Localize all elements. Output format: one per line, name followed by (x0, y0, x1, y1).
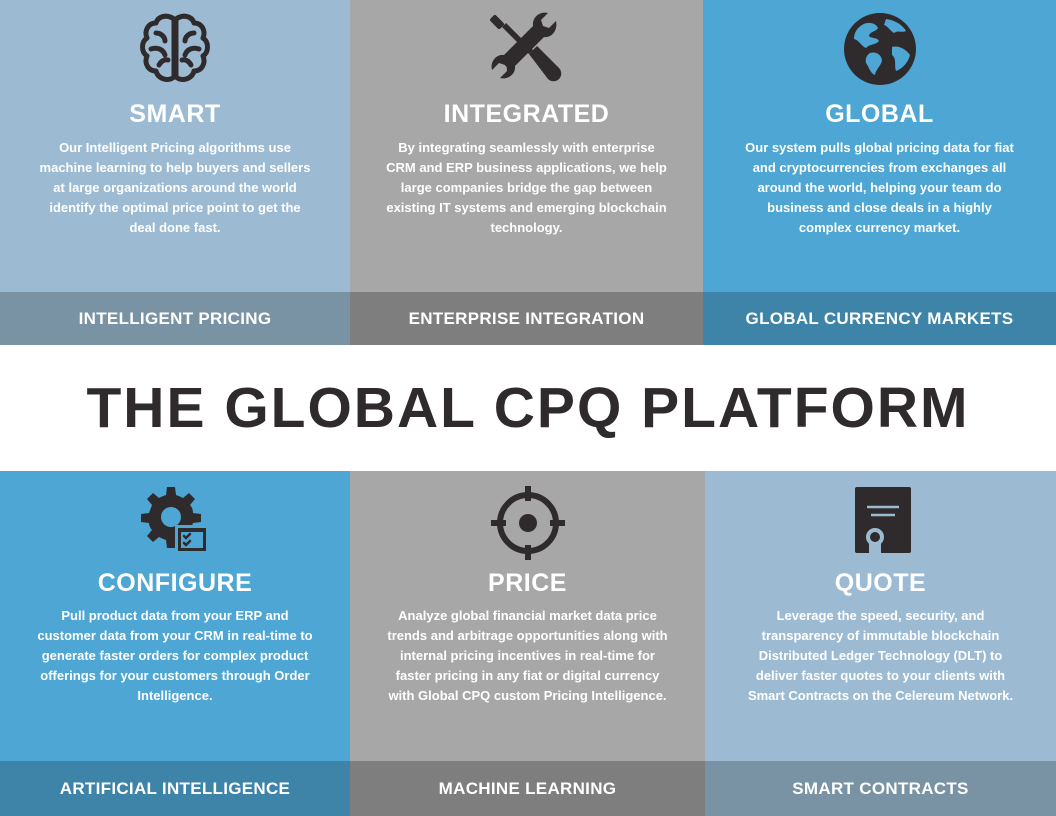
category-bar: MACHINE LEARNING (350, 761, 705, 816)
page-title: THE GLOBAL CPQ PLATFORM (86, 376, 970, 440)
panel-description: Leverage the speed, security, and transp… (747, 608, 1014, 703)
panel-description: Analyze global financial market data pri… (387, 608, 668, 703)
panel-description: By integrating seamlessly with enterpris… (386, 140, 667, 235)
category-bar: SMART CONTRACTS (705, 761, 1056, 816)
headline-band: THE GLOBAL CPQ PLATFORM (0, 345, 1056, 471)
panel-title: PRICE (488, 569, 567, 597)
panel-title: QUOTE (834, 569, 927, 597)
wrench-screwdriver-icon (489, 12, 561, 82)
panel-title: CONFIGURE (97, 569, 253, 597)
panel-title: GLOBAL (825, 100, 934, 128)
category-bar: ARTIFICIAL INTELLIGENCE (0, 761, 350, 816)
quote-panel: QUOTE Leverage the speed, security, and … (705, 471, 1056, 761)
panel-description: Our system pulls global pricing data for… (745, 140, 1014, 235)
category-bar: GLOBAL CURRENCY MARKETS (703, 292, 1056, 345)
panel-description: Our Intelligent Pricing algorithms use m… (39, 140, 311, 235)
certificate-document-icon (854, 487, 911, 559)
globe-icon (843, 13, 916, 85)
smart-panel: SMART Our Intelligent Pricing algorithms… (0, 0, 350, 292)
panel-title: INTEGRATED (443, 100, 610, 128)
panel-description: Pull product data from your ERP and cust… (37, 608, 313, 703)
crosshair-icon (490, 486, 565, 560)
category-bar: ENTERPRISE INTEGRATION (350, 292, 703, 345)
global-panel: GLOBAL Our system pulls global pricing d… (703, 0, 1056, 292)
panel-title: SMART (129, 100, 221, 128)
brain-icon (140, 13, 210, 82)
configure-panel: CONFIGURE Pull product data from your ER… (0, 471, 350, 761)
category-bar: INTELLIGENT PRICING (0, 292, 350, 345)
gear-checklist-icon (141, 487, 209, 553)
integrated-panel: INTEGRATED By integrating seamlessly wit… (350, 0, 703, 292)
price-panel: PRICE Analyze global financial market da… (350, 471, 705, 761)
